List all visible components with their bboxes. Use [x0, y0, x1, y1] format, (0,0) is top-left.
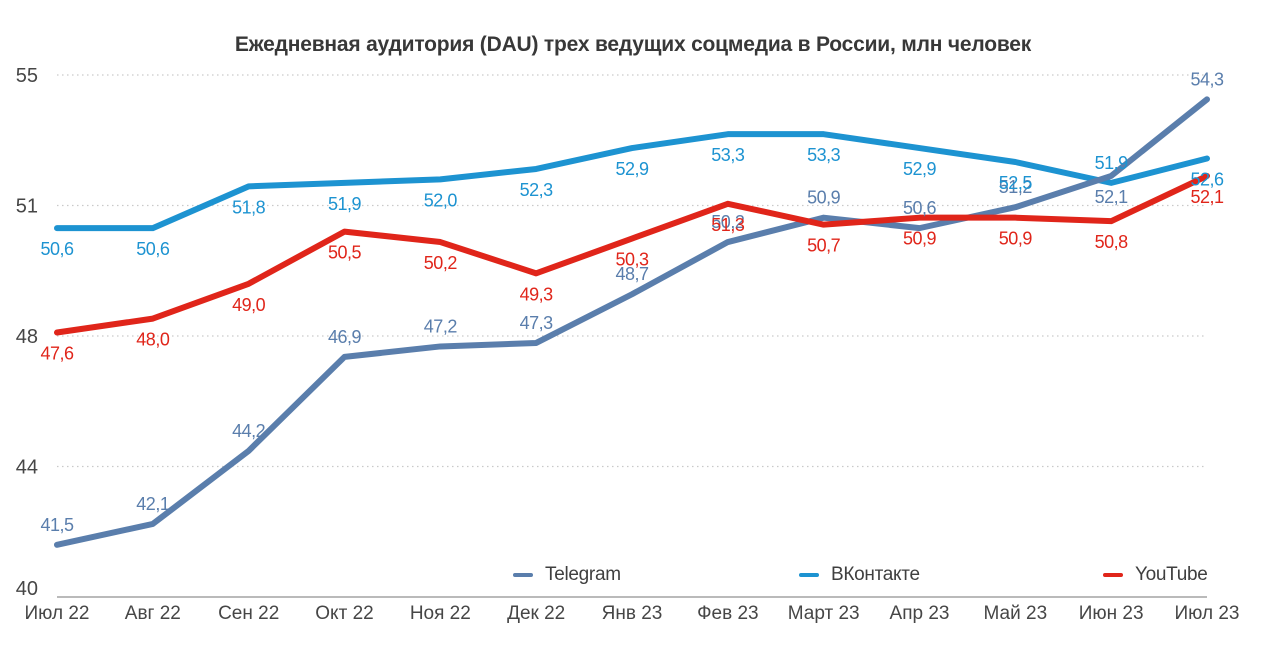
telegram-point-label: 50,2 — [711, 212, 745, 232]
x-tick-label: Авг 22 — [125, 603, 181, 624]
youtube-point-label: 50,7 — [807, 236, 841, 256]
telegram-point-label: 52,1 — [1095, 187, 1129, 207]
вконтакте-point-label: 53,3 — [711, 145, 745, 165]
telegram-point-label: 47,2 — [424, 316, 458, 336]
x-tick-label: Март 23 — [788, 603, 860, 624]
вконтакте-point-label: 52,6 — [1190, 170, 1224, 190]
x-tick-label: Ноя 22 — [410, 603, 471, 624]
вконтакте-line — [54, 131, 1210, 232]
вконтакте-point-label: 51,8 — [232, 197, 266, 217]
telegram-point-label: 46,9 — [328, 327, 362, 347]
вконтакте-point-label: 50,6 — [136, 239, 170, 259]
youtube-point-label: 51,3 — [711, 215, 745, 235]
youtube-point-label: 47,6 — [40, 344, 74, 364]
youtube-point-label: 48,0 — [136, 330, 170, 350]
вконтакте-point-label: 52,9 — [903, 159, 937, 179]
вконтакте-point-label: 51,9 — [328, 194, 362, 214]
telegram-point-label: 42,1 — [136, 494, 170, 514]
y-tick-label: 55 — [16, 65, 38, 87]
вконтакте-point-label: 50,6 — [40, 239, 74, 259]
y-tick-label: 44 — [16, 457, 38, 479]
y-tick-label: 51 — [16, 196, 38, 218]
youtube-point-label: 50,8 — [1095, 232, 1129, 252]
youtube-point-label: 50,2 — [424, 253, 458, 273]
telegram-point-label: 41,5 — [40, 515, 74, 535]
telegram-point-label: 54,3 — [1190, 69, 1224, 89]
youtube-point-label: 50,9 — [903, 229, 937, 249]
telegram-point-label: 50,9 — [807, 188, 841, 208]
вконтакте-point-label: 52,3 — [520, 180, 554, 200]
youtube-point-label: 49,0 — [232, 295, 266, 315]
telegram-line — [54, 96, 1210, 548]
x-tick-label: Май 23 — [984, 603, 1048, 624]
chart-title: Ежедневная аудитория (DAU) трех ведущих … — [234, 33, 1032, 56]
x-tick-label: Июн 23 — [1079, 603, 1144, 624]
telegram-point-label: 48,7 — [615, 264, 649, 284]
вконтакте-point-label: 52,5 — [999, 173, 1033, 193]
youtube-point-label: 49,3 — [520, 284, 554, 304]
telegram-point-label: 47,3 — [520, 313, 554, 333]
telegram-point-label: 51,2 — [999, 177, 1033, 197]
x-tick-label: Дек 22 — [507, 603, 565, 624]
telegram-point-label: 44,2 — [232, 421, 266, 441]
вконтакте-point-label: 52,0 — [424, 190, 458, 210]
telegram-point-label: 50,6 — [903, 198, 937, 218]
x-tick-label: Июл 23 — [1175, 603, 1240, 624]
youtube-line — [54, 172, 1210, 336]
x-tick-label: Июл 22 — [25, 603, 90, 624]
вконтакте-point-label: 53,3 — [807, 145, 841, 165]
x-tick-label: Окт 22 — [315, 603, 373, 624]
вконтакте-point-label: 51,9 — [1095, 153, 1129, 173]
youtube-point-label: 50,5 — [328, 243, 362, 263]
x-tick-label: Янв 23 — [602, 603, 663, 624]
youtube-point-label: 50,3 — [615, 250, 649, 270]
x-tick-label: Сен 22 — [218, 603, 279, 624]
y-tick-label: 40 — [16, 578, 38, 600]
вконтакте-point-label: 52,9 — [615, 159, 649, 179]
y-tick-label: 48 — [16, 326, 38, 348]
youtube-point-label: 52,1 — [1190, 187, 1224, 207]
x-tick-label: Фев 23 — [697, 603, 759, 624]
youtube-point-label: 50,9 — [999, 229, 1033, 249]
x-tick-label: Апр 23 — [890, 603, 950, 624]
